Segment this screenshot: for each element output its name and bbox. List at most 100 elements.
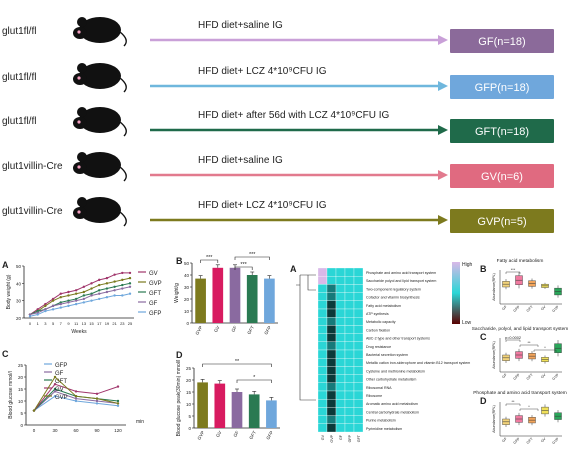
heatmap-col-label: GV <box>321 434 325 440</box>
heatmap-cell <box>326 423 337 433</box>
data-point <box>121 271 124 275</box>
y-tick-label: 0 <box>20 423 23 428</box>
heatmap-cell <box>344 341 355 351</box>
series-line <box>29 293 131 317</box>
significance-bracket <box>505 271 521 274</box>
mouse-eye-icon <box>77 30 81 34</box>
data-point <box>82 297 86 301</box>
heatmap-cell <box>326 366 337 375</box>
mouse-tail-icon <box>119 31 127 47</box>
heatmap-cell <box>326 308 337 318</box>
x-tick-label: GFP <box>265 430 274 441</box>
heatmap-cell <box>326 292 337 301</box>
y-tick-label: 40 <box>16 281 22 286</box>
heatmap-cell <box>335 399 346 408</box>
x-tick-label: 25 <box>128 321 133 326</box>
x-tick-label: 1 <box>37 321 40 326</box>
panel-letter: D <box>480 396 487 406</box>
heatmap-cell <box>317 267 328 277</box>
heatmap-cell <box>344 423 355 433</box>
significance-bracket <box>519 408 539 411</box>
mouse-tail-icon <box>119 77 127 93</box>
mouse-ear-icon <box>77 17 87 27</box>
heatmap-pathways: A Phosphate and amino acid transport syst… <box>290 262 473 443</box>
legend-label: GF <box>149 301 158 307</box>
heatmap-cell <box>344 399 355 408</box>
heatmap-cell <box>326 300 337 310</box>
data-point <box>116 402 120 405</box>
strain-label: glut1fl/fl <box>2 26 36 37</box>
x-tick-label: 120 <box>114 428 122 433</box>
data-point <box>67 304 70 308</box>
heatmap-cell <box>326 390 337 400</box>
heatmap-cell <box>326 382 337 392</box>
panel-letter: D <box>176 350 183 360</box>
group-box <box>450 164 554 188</box>
heatmap-row-label: Purine metabolism <box>366 419 396 423</box>
data-point <box>82 301 86 304</box>
y-tick-label: 25 <box>18 363 24 368</box>
x-tick-label: GF <box>501 372 508 379</box>
data-point <box>90 299 93 302</box>
heatmap-cell <box>326 317 337 326</box>
heatmap-cell <box>344 308 355 318</box>
x-tick-label: 15 <box>89 321 94 326</box>
data-point <box>113 289 116 292</box>
heatmap-cell <box>326 325 337 334</box>
heatmap-row-label: Aromatic amino acid metabolism <box>366 402 418 406</box>
x-axis-unit: min <box>136 419 144 425</box>
bar <box>248 394 260 428</box>
data-point <box>74 302 78 306</box>
data-point <box>67 301 70 304</box>
heatmap-row-label: Fatty acid metabolism <box>366 304 401 308</box>
significance-bracket <box>234 266 253 270</box>
heatmap-cell <box>344 292 355 301</box>
significance-label: *** <box>240 262 247 268</box>
x-tick-label: 5 <box>52 321 55 326</box>
x-tick-label: GFT <box>526 436 534 444</box>
heatmap-cell <box>353 284 364 293</box>
heatmap-cell <box>326 399 337 408</box>
heatmap-cell <box>335 390 346 400</box>
x-tick-label: 90 <box>94 428 100 433</box>
data-point <box>113 294 116 297</box>
data-point <box>74 399 78 403</box>
data-point <box>121 287 124 290</box>
heatmap-cell <box>326 374 337 383</box>
dendrogram <box>296 274 316 401</box>
y-tick-label: 40 <box>184 273 190 278</box>
boxplot-title: Saccharide, polyol, and lipid transport … <box>472 326 569 332</box>
significance-bracket <box>234 256 270 260</box>
heatmap-cell <box>344 374 355 383</box>
heatmap-cell <box>344 382 355 392</box>
x-tick-label: GVP <box>552 304 561 313</box>
strain-label: glut1villin-Cre <box>2 206 63 217</box>
x-tick-label: GF <box>232 430 240 438</box>
heatmap-cell <box>353 366 364 375</box>
group-label: GFP(n=18) <box>475 82 530 94</box>
heatmap-cell <box>344 349 355 359</box>
mouse-ear-icon <box>77 152 87 162</box>
heatmap-cell <box>353 423 364 433</box>
heatmap-cell <box>317 292 328 301</box>
x-tick-label: GV <box>215 430 223 438</box>
heatmap-cell <box>353 382 364 392</box>
x-tick-label: GFP <box>513 436 521 444</box>
arrow-head-icon <box>438 35 448 45</box>
heatmap-cell <box>335 300 346 310</box>
mouse-eye-icon <box>77 120 81 124</box>
heatmap-cell <box>326 349 337 359</box>
heatmap-cell <box>335 333 346 342</box>
data-point <box>95 392 99 395</box>
x-tick-label: 7 <box>60 321 63 326</box>
data-point <box>113 280 116 283</box>
color-legend-bar <box>452 262 460 324</box>
legend-label: GVP <box>149 281 162 287</box>
heatmap-cell <box>353 407 364 416</box>
heatmap-cell <box>317 308 328 318</box>
heatmap-cell <box>317 374 328 383</box>
data-point <box>95 402 99 405</box>
heatmap-cell <box>326 267 337 277</box>
x-tick-label: GFP <box>513 372 521 380</box>
